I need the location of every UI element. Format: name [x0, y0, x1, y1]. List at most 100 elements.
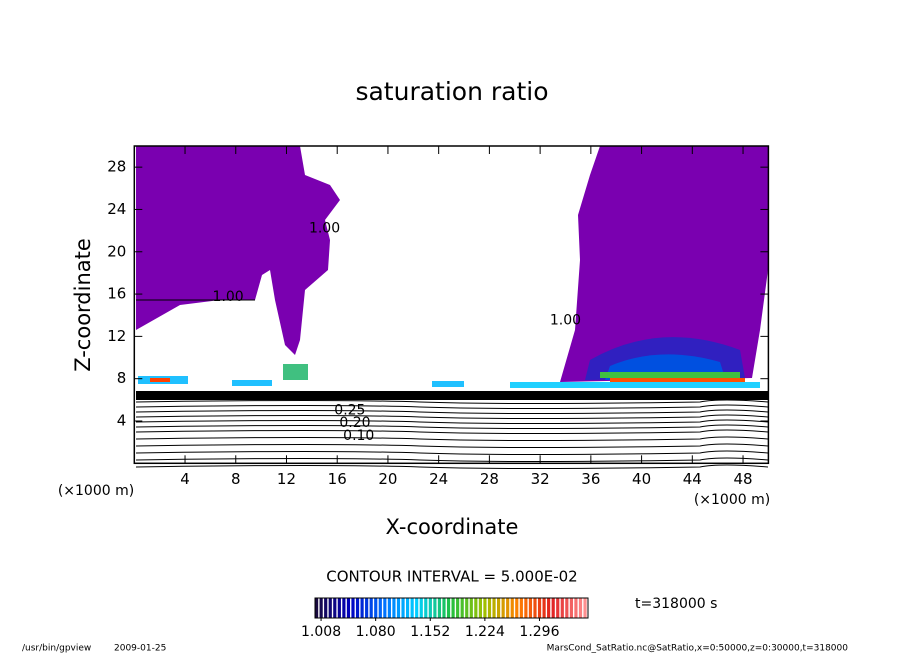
colorbar-cell [474, 598, 478, 618]
y-tick-label: 12 [107, 327, 126, 345]
colorbar-cell [378, 598, 382, 618]
saturated-region [136, 146, 340, 355]
time-label: t=318000 s [635, 596, 717, 612]
x-tick-label: 20 [378, 470, 397, 488]
colorbar-cell [319, 598, 323, 618]
contour-line [135, 409, 769, 414]
contour-line [135, 450, 769, 455]
contour-interval: CONTOUR INTERVAL = 5.000E-02 [326, 568, 577, 586]
colorbar-cell [433, 598, 437, 618]
colorbar-cell [351, 598, 355, 618]
colorbar-cell [451, 598, 455, 618]
colorbar-cell [501, 598, 505, 618]
colorbar-cell [387, 598, 391, 618]
colorbar-cell [492, 598, 496, 618]
colorbar-tick-label: 1.080 [356, 624, 396, 640]
peak-band [232, 380, 272, 386]
colorbar-tick-label: 1.152 [410, 624, 450, 640]
field [136, 146, 768, 400]
colorbar-cell [442, 598, 446, 618]
chart-title: saturation ratio [355, 77, 548, 106]
colorbar-cell [542, 598, 546, 618]
colorbar-cell [324, 598, 328, 618]
colorbar-cell [333, 598, 337, 618]
colorbar-cell [315, 598, 319, 618]
colorbar-cell [337, 598, 341, 618]
colorbar-cell [483, 598, 487, 618]
colorbar-cell [392, 598, 396, 618]
x-tick-label: 4 [180, 470, 190, 488]
colorbar-cell [328, 598, 332, 618]
contour-lines [135, 299, 769, 469]
colorbar-cell [446, 598, 451, 618]
x-tick-label: 12 [277, 470, 296, 488]
colorbar-cell [383, 598, 387, 618]
peak-band [510, 382, 760, 388]
colorbar-cell [360, 598, 364, 618]
peak-band [150, 378, 170, 382]
x-tick-label: 32 [531, 470, 550, 488]
y-tick-label: 8 [117, 369, 127, 387]
y-tick-label: 4 [117, 411, 127, 429]
x-tick-label: 28 [480, 470, 499, 488]
x-axis-unit: (×1000 m) [694, 492, 770, 508]
y-tick-label: 24 [107, 200, 126, 218]
peak-band [432, 381, 464, 387]
colorbar-cell [578, 598, 583, 618]
colorbar-cell [497, 598, 501, 618]
plot-frame [133, 145, 770, 465]
contour-label: 1.00 [213, 289, 244, 305]
contour-label: 0.25 [334, 402, 365, 418]
colorbar-cell [506, 598, 510, 618]
colorbar-cell [401, 598, 405, 618]
contour-line [135, 464, 769, 469]
colorbar-cell [346, 598, 351, 618]
contour-line [135, 399, 769, 404]
y-tick-label: 16 [107, 285, 126, 303]
footer-source: MarsCond_SatRatio.nc@SatRatio,x=0:50000,… [547, 644, 849, 654]
x-axis-label: X-coordinate [386, 515, 519, 539]
contour-line [135, 414, 769, 419]
colorbar-cell [560, 598, 564, 618]
colorbar-cell [437, 598, 442, 618]
x-tick-label: 36 [581, 470, 600, 488]
dense-contours [136, 391, 768, 400]
colorbar-cell [415, 598, 419, 618]
contour-label: 0.10 [343, 428, 374, 444]
contour-label: 1.00 [550, 313, 581, 329]
peak-band [283, 364, 308, 380]
colorbar-cell [406, 598, 410, 618]
contour-line [135, 419, 769, 424]
colorbar-tick-label: 1.296 [519, 624, 559, 640]
x-tick-label: 16 [328, 470, 347, 488]
contour-line [135, 436, 769, 441]
contour-line [135, 424, 769, 429]
y-axis-label: Z-coordinate [71, 238, 95, 372]
colorbar-cell [524, 598, 528, 618]
colorbar-cell [510, 598, 514, 618]
contour-line [135, 457, 769, 462]
colorbar-cell [551, 598, 555, 618]
colorbar-cell [428, 598, 432, 618]
peak-band [600, 372, 740, 378]
colorbar-cell [374, 598, 378, 618]
contour-line [135, 443, 769, 448]
y-axis-unit: (×1000 m) [58, 483, 134, 499]
saturated-region [560, 146, 768, 382]
x-tick-label: 8 [231, 470, 241, 488]
colorbar-cell [456, 598, 460, 618]
colorbar-cell [369, 598, 373, 618]
colorbar-cell [410, 598, 414, 618]
peak-band [610, 378, 745, 384]
colorbar-cell [342, 598, 346, 618]
colorbar-cell [355, 598, 360, 618]
colorbar-cell [583, 598, 587, 618]
footer-date: 2009-01-25 [114, 644, 166, 654]
contour-line [135, 429, 769, 434]
x-tick-label: 44 [683, 470, 702, 488]
colorbar-cell [487, 598, 492, 618]
colorbar-cell [528, 598, 533, 618]
contour-label: 1.00 [309, 220, 340, 236]
